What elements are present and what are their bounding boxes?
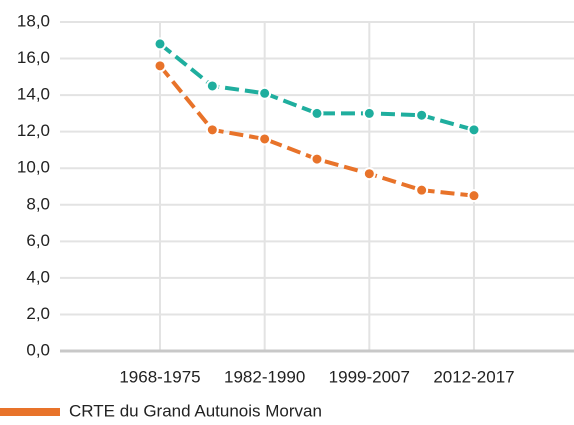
y-tick-label: 14,0 — [17, 85, 50, 104]
y-tick-label: 8,0 — [26, 194, 50, 213]
legend-label: CRTE du Grand Autunois Morvan — [69, 401, 322, 420]
data-point — [258, 132, 272, 146]
data-point — [415, 183, 429, 197]
y-tick-label: 4,0 — [26, 267, 50, 286]
data-point — [153, 59, 167, 73]
x-tick-label: 1999-2007 — [329, 367, 410, 386]
data-point — [310, 106, 324, 120]
x-tick-label: 2012-2017 — [433, 367, 514, 386]
data-point — [310, 152, 324, 166]
data-point — [205, 123, 219, 137]
y-tick-label: 18,0 — [17, 11, 50, 30]
data-point — [467, 189, 481, 203]
y-tick-label: 0,0 — [26, 340, 50, 359]
data-point — [205, 79, 219, 93]
data-point — [362, 106, 376, 120]
data-point — [153, 37, 167, 51]
data-point — [362, 167, 376, 181]
data-point — [467, 123, 481, 137]
data-point — [258, 86, 272, 100]
y-tick-label: 16,0 — [17, 48, 50, 67]
y-tick-label: 12,0 — [17, 121, 50, 140]
x-tick-label: 1968-1975 — [119, 367, 200, 386]
y-tick-label: 10,0 — [17, 158, 50, 177]
x-tick-label: 1982-1990 — [224, 367, 305, 386]
data-point — [415, 108, 429, 122]
y-tick-label: 2,0 — [26, 304, 50, 323]
y-tick-label: 6,0 — [26, 231, 50, 250]
legend-swatch — [0, 408, 60, 416]
